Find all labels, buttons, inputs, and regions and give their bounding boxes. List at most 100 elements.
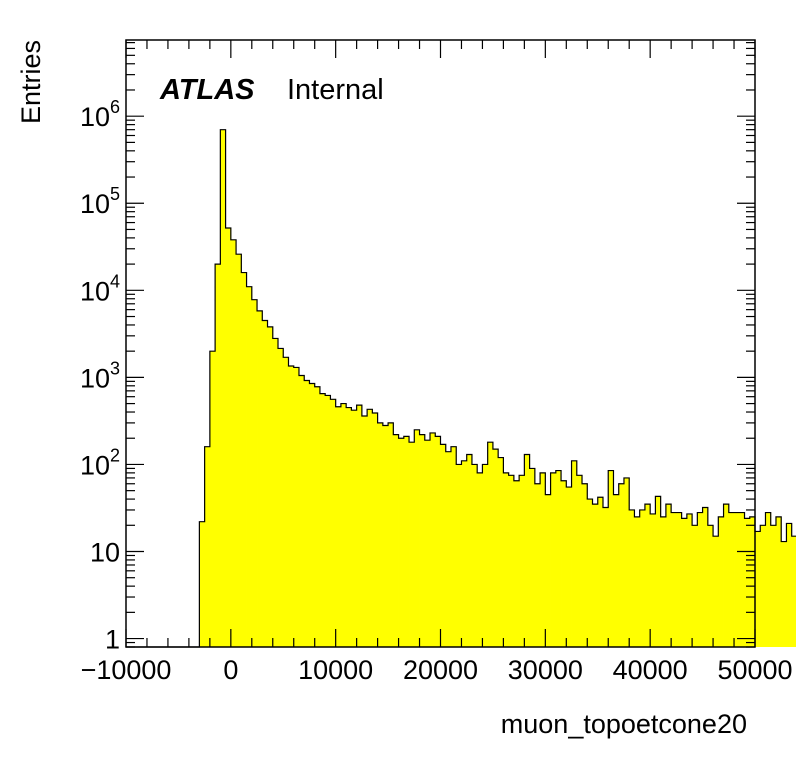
histogram-bin (534, 483, 541, 647)
histogram-bin (613, 494, 620, 647)
histogram-bin (393, 434, 399, 647)
histogram-bin (492, 449, 499, 647)
y-tick-label: 104 (80, 271, 120, 306)
y-tick-label: 103 (80, 358, 120, 393)
x-axis-label: muon_topoetcone20 (501, 709, 747, 739)
histogram-bin (665, 504, 672, 647)
histogram-bin (608, 470, 614, 647)
histogram-bin (498, 457, 504, 647)
histogram-bin (325, 395, 331, 647)
histogram-bin (692, 525, 698, 647)
histogram-bin (377, 422, 384, 647)
histogram-bin (576, 475, 583, 647)
histogram-bin (204, 446, 211, 647)
x-tick-label: 20000 (403, 655, 478, 685)
histogram-bin (660, 516, 667, 647)
histogram-bin (278, 348, 284, 647)
histogram-bin (503, 472, 510, 647)
histogram-bin (236, 254, 242, 647)
histogram-bin (461, 460, 468, 647)
histogram-bin (267, 326, 274, 647)
histogram-bin (707, 525, 714, 647)
histogram-bin (555, 470, 562, 647)
histogram-bin (550, 472, 557, 647)
y-tick-label: 105 (80, 184, 120, 219)
histogram-bin (524, 454, 531, 647)
internal-label: Internal (287, 74, 384, 106)
histogram-bin (314, 386, 321, 647)
histogram-bin (309, 383, 316, 647)
histogram-bin (529, 468, 536, 647)
histogram-bin (230, 239, 237, 647)
histogram-bin (791, 536, 796, 647)
histogram-bin (760, 525, 766, 647)
histogram-bin (272, 338, 279, 647)
histogram-bin (435, 436, 441, 647)
histogram-bin (765, 512, 772, 647)
histogram-bin (728, 512, 735, 647)
histogram-bin (602, 507, 609, 647)
histogram-bin (241, 272, 247, 647)
y-tick-label: 1 (105, 625, 120, 655)
histogram-bin (540, 472, 546, 647)
histogram-bin (655, 496, 662, 647)
histogram-bin (466, 454, 473, 647)
histogram-bin (414, 429, 420, 647)
histogram-bin (770, 525, 777, 647)
histogram-bin (587, 499, 593, 647)
histogram-bin (723, 504, 730, 647)
histogram-bin (346, 407, 352, 647)
histogram-bin (744, 518, 751, 647)
histogram-bin (755, 531, 761, 647)
histogram-bin (734, 512, 740, 647)
histogram-bin (671, 512, 677, 647)
histogram-bin (335, 406, 342, 647)
y-tick-label: 10 (90, 537, 120, 567)
x-tick-label: 10000 (298, 655, 373, 685)
histogram-bin (566, 487, 572, 647)
histogram-bin (639, 509, 646, 647)
x-tick-label: 50000 (717, 655, 792, 685)
histogram-bin (571, 460, 578, 647)
histogram-bin (718, 516, 724, 647)
histogram-bin (676, 512, 683, 647)
histogram-bin (262, 320, 268, 647)
histogram-bin (786, 523, 793, 647)
histogram-bin (487, 442, 494, 647)
histogram-bin (398, 438, 405, 647)
histogram-bin (582, 483, 588, 647)
histogram-bin (618, 483, 625, 647)
histogram-bin (304, 380, 310, 647)
histogram-bin (477, 472, 483, 647)
histogram-bin (597, 497, 604, 647)
histogram-bin (545, 494, 551, 647)
histogram-bin (644, 504, 651, 647)
histogram-bin (351, 410, 358, 647)
x-tick-label: −10000 (81, 655, 172, 685)
atlas-label: ATLAS (159, 74, 255, 106)
x-tick-label: 40000 (613, 655, 688, 685)
plot-frame (125, 39, 756, 648)
histogram-bin (519, 475, 525, 647)
histogram-bin (686, 513, 693, 647)
histogram-bin (592, 504, 599, 647)
histogram-bin (367, 409, 373, 647)
histogram-bin (634, 516, 641, 647)
histogram-bin (356, 405, 363, 647)
histogram-bin (561, 480, 567, 647)
histogram-bin (319, 393, 326, 647)
histogram-bin (388, 422, 394, 647)
histogram-bin (440, 444, 447, 647)
histogram-bin (298, 375, 305, 647)
histogram-bin (713, 536, 719, 647)
histogram-bin (471, 464, 478, 647)
histogram-bin (681, 518, 688, 647)
histogram-bin (775, 516, 782, 647)
histogram-bin (209, 351, 216, 647)
histogram-bin (456, 464, 462, 647)
x-tick-labels: −10000 0 10000 20000 30000 40000 50000 (81, 655, 793, 685)
histogram-bin (220, 129, 226, 648)
histogram-bin (215, 264, 221, 647)
histogram-bin (623, 477, 630, 647)
